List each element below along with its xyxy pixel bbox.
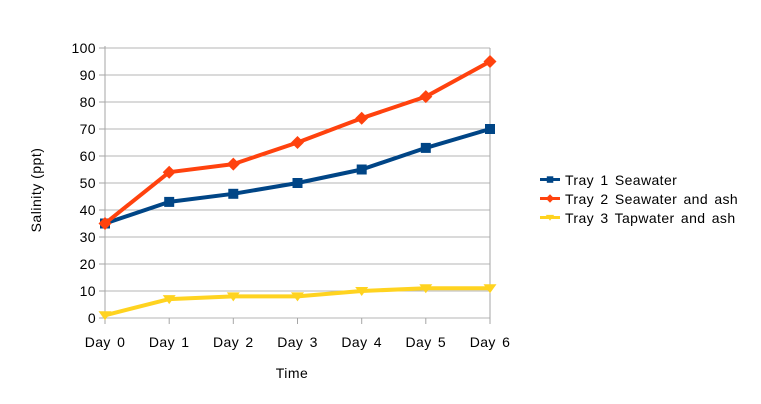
data-point bbox=[291, 292, 304, 302]
y-tick-label: 20 bbox=[80, 256, 96, 272]
legend-label: Tray 1 Seawater bbox=[565, 171, 678, 188]
data-point bbox=[483, 55, 497, 68]
legend-label: Tray 3 Tapwater and ash bbox=[565, 209, 736, 226]
y-tick-label: 50 bbox=[80, 175, 96, 191]
y-axis-title: Salinity (ppt) bbox=[28, 147, 44, 233]
y-tick-label: 40 bbox=[80, 202, 96, 218]
legend-triangle-marker-icon bbox=[540, 214, 560, 221]
data-point bbox=[162, 295, 176, 305]
y-tick-label: 60 bbox=[80, 148, 96, 164]
x-tick-label: Day 2 bbox=[213, 334, 254, 350]
x-tick-label: Day 5 bbox=[406, 334, 447, 350]
x-tick-label: Day 3 bbox=[277, 334, 318, 350]
data-point bbox=[228, 188, 239, 199]
data-point bbox=[419, 284, 433, 294]
data-point bbox=[355, 287, 369, 296]
x-tick-label: Day 1 bbox=[149, 334, 190, 350]
y-tick-label: 90 bbox=[80, 67, 96, 83]
data-point bbox=[485, 124, 495, 134]
legend-label: Tray 2 Seawater and ash bbox=[565, 190, 739, 207]
data-point bbox=[356, 164, 367, 175]
legend-marker bbox=[545, 194, 555, 203]
data-point bbox=[355, 111, 369, 125]
chart-legend: Tray 1 Seawater Tray 2 Seawater and ash … bbox=[539, 170, 738, 227]
x-tick-label: Day 6 bbox=[470, 334, 511, 350]
data-point bbox=[420, 142, 431, 153]
y-tick-label: 10 bbox=[80, 283, 96, 299]
data-point bbox=[98, 311, 112, 321]
legend-item-tray-2: Tray 2 Seawater and ash bbox=[539, 189, 738, 208]
y-tick-label: 0 bbox=[88, 310, 96, 326]
y-tick-label: 80 bbox=[80, 94, 96, 110]
y-tick-label: 70 bbox=[80, 121, 96, 137]
legend-marker bbox=[545, 214, 555, 221]
legend-diamond-marker-icon bbox=[540, 194, 560, 203]
data-point bbox=[292, 178, 303, 188]
x-tick-label: Day 0 bbox=[85, 334, 126, 350]
legend-marker bbox=[546, 176, 554, 183]
y-tick-label: 100 bbox=[71, 40, 96, 56]
y-tick-label: 30 bbox=[80, 229, 96, 245]
x-axis-title: Time bbox=[275, 365, 309, 381]
data-point bbox=[419, 90, 433, 104]
data-point bbox=[226, 157, 240, 171]
data-point bbox=[226, 292, 240, 302]
data-point bbox=[162, 165, 176, 179]
data-point bbox=[164, 196, 175, 207]
legend-square-marker-icon bbox=[540, 176, 560, 183]
legend-item-tray-1: Tray 1 Seawater bbox=[539, 170, 738, 189]
x-tick-label: Day 4 bbox=[341, 334, 382, 350]
data-point bbox=[483, 284, 497, 294]
data-point bbox=[291, 136, 304, 149]
legend-item-tray-3: Tray 3 Tapwater and ash bbox=[539, 208, 738, 227]
data-point bbox=[98, 217, 112, 230]
series-line-3 bbox=[104, 286, 490, 318]
